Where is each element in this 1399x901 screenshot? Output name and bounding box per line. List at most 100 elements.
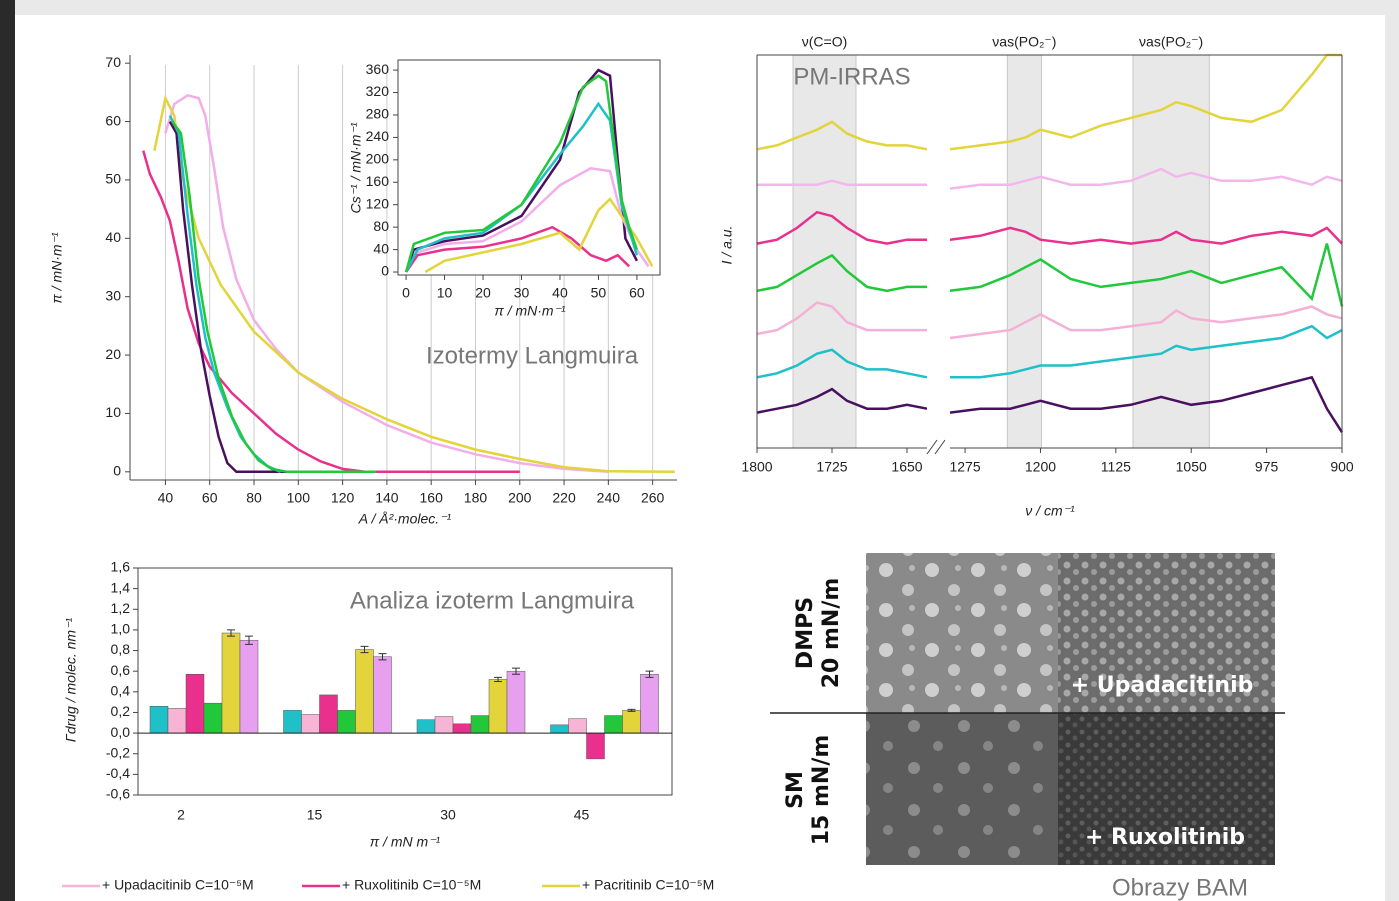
bar — [488, 679, 508, 734]
bar — [640, 674, 659, 734]
bar — [167, 708, 187, 734]
y-tick-label: 10 — [105, 404, 121, 420]
x-tick-label: 20 — [475, 285, 491, 301]
x-tick-label: 200 — [508, 490, 532, 506]
y-tick-label: 280 — [366, 106, 390, 122]
x-tick-label: 40 — [158, 490, 174, 506]
spectrum — [949, 226, 1343, 245]
error-bar — [378, 653, 387, 661]
y-tick-label: 1,2 — [111, 600, 131, 616]
y-tick-label: 0,4 — [111, 683, 131, 699]
bar — [373, 656, 392, 734]
y-tick-label: 0,2 — [111, 703, 131, 719]
y-tick-label: 120 — [366, 195, 390, 211]
x-tick-label: 15 — [307, 807, 323, 823]
x-tick-label: 180 — [464, 490, 488, 506]
spectrum — [756, 253, 927, 293]
bam-image — [1058, 553, 1275, 713]
y-tick-label: 1,0 — [111, 621, 131, 637]
x-tick-label: 1275 — [949, 459, 980, 475]
bam-row-label: SM — [783, 771, 808, 809]
bam-image — [1058, 713, 1275, 865]
y-axis-label: Γdrug / molec. nm⁻¹ — [63, 618, 79, 743]
band — [792, 54, 857, 449]
bar — [319, 694, 338, 734]
x-tick-label: 1800 — [741, 459, 772, 475]
bam-image — [866, 713, 1058, 865]
break-mask — [927, 55, 950, 450]
x-tick-label: 160 — [420, 490, 444, 506]
x-axis-label: A / Å²·molec.⁻¹ — [358, 511, 452, 527]
y-tick-label: 1,6 — [111, 559, 131, 575]
line — [405, 167, 650, 273]
spectrum — [949, 375, 1344, 433]
x-tick-label: 50 — [591, 285, 607, 301]
spectrum — [949, 53, 1342, 151]
spectrum — [950, 324, 1343, 379]
y-axis-label: π / mN·m⁻¹ — [49, 232, 65, 304]
error-bar — [512, 667, 520, 675]
band-label: νas(PO₂⁻) — [1139, 34, 1203, 50]
band-label: νas(PO₂⁻) — [992, 34, 1056, 50]
bar — [470, 715, 490, 734]
y-tick-label: 0 — [381, 263, 389, 279]
bar — [550, 724, 569, 734]
line — [142, 150, 520, 474]
x-tick-label: 1125 — [1101, 459, 1131, 475]
y-tick-label: 160 — [366, 173, 390, 189]
bar — [221, 632, 241, 734]
bar — [506, 670, 526, 734]
x-tick-label: 45 — [574, 807, 590, 823]
error-bar — [645, 670, 654, 678]
line — [405, 225, 631, 273]
spectrum — [949, 243, 1344, 307]
y-tick-label: 30 — [105, 287, 121, 303]
y-tick-label: 60 — [105, 112, 121, 128]
annotation: PM-IRRAS — [793, 63, 910, 90]
x-axis-label: π / mN m⁻¹ — [370, 834, 441, 850]
bar — [239, 639, 259, 734]
y-tick-label: 200 — [366, 151, 390, 167]
plot-frame — [137, 567, 673, 796]
y-tick-label: 240 — [366, 128, 390, 144]
edge — [0, 0, 15, 901]
legend-label: + Pacritinib C=10⁻⁵M — [582, 877, 714, 893]
x-tick-label: 1725 — [816, 459, 847, 475]
bar — [586, 732, 605, 760]
error-bar — [627, 708, 636, 712]
bam-overlay: + Ruxolitinib — [1085, 825, 1245, 850]
y-tick-label: 70 — [105, 54, 121, 70]
y-tick-label: 1,4 — [111, 579, 131, 595]
bar — [301, 714, 320, 734]
y-tick-label: -0,6 — [106, 786, 130, 802]
spectrum — [949, 167, 1343, 190]
bam-image — [866, 553, 1058, 713]
bar — [203, 702, 223, 734]
x-tick-label: 30 — [514, 285, 530, 301]
y-tick-label: -0,4 — [106, 765, 130, 781]
bam-overlay: + Upadacitinib — [1071, 673, 1254, 698]
x-tick-label: 220 — [552, 490, 576, 506]
x-tick-label: 60 — [202, 490, 218, 506]
x-tick-label: 0 — [402, 285, 410, 301]
x-tick-label: 140 — [375, 490, 399, 506]
x-axis-label: ν / cm⁻¹ — [1025, 503, 1075, 519]
y-tick-label: 0,6 — [111, 662, 131, 678]
x-tick-label: 240 — [597, 490, 621, 506]
legend-label: + Ruxolitinib C=10⁻⁵M — [342, 877, 481, 893]
x-tick-label: 1650 — [891, 459, 922, 475]
y-axis-label: Cs⁻¹ / mN·m⁻¹ — [348, 122, 364, 213]
bar — [434, 716, 454, 734]
x-tick-label: 100 — [287, 490, 311, 506]
spectrum — [949, 305, 1343, 340]
legend-label: + Upadacitinib C=10⁻⁵M — [102, 877, 254, 893]
y-axis-label: I / a.u. — [719, 226, 735, 265]
y-tick-label: 0 — [113, 463, 121, 479]
x-tick-label: 975 — [1255, 459, 1279, 475]
x-tick-label: 2 — [177, 807, 185, 823]
annotation: Izotermy Langmuira — [426, 342, 639, 369]
bam-row-label: 20 mN/m — [819, 578, 844, 689]
x-tick-label: 260 — [641, 490, 665, 506]
x-tick-label: 80 — [246, 490, 262, 506]
